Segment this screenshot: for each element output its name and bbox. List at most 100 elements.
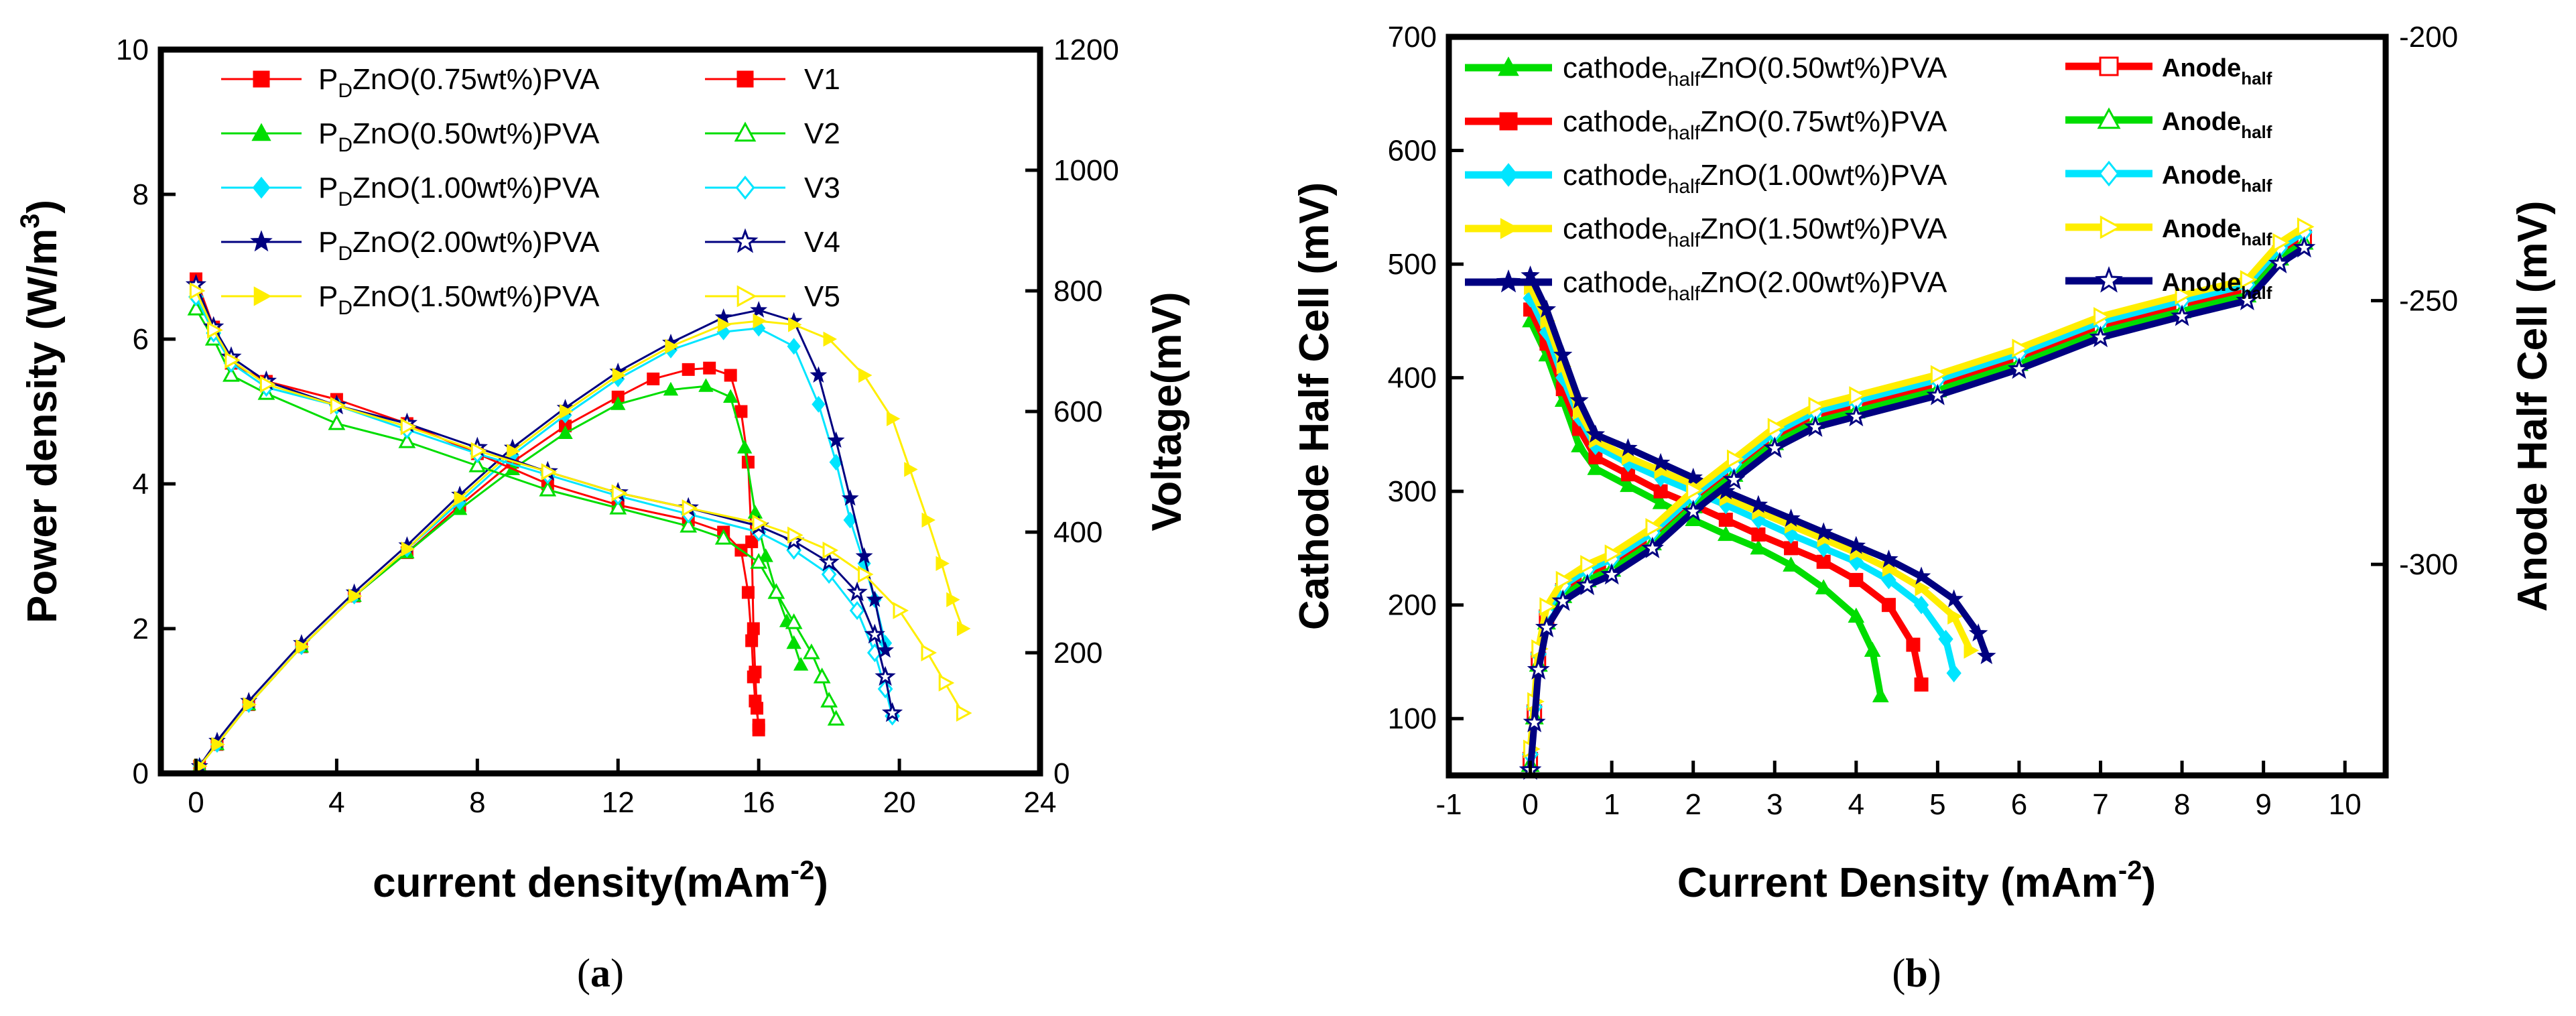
panel-b-ticks: -1 0 1 2 3 4 5 6 7 8 9 10 100 200 300 400 500 600 700 -300 -… [1388, 21, 2459, 821]
data-point-c050-13 [1864, 641, 1881, 657]
legend-symbol-v4 [705, 228, 785, 253]
legend-marker-p075 [253, 70, 270, 88]
data-point-a200-5 [1575, 573, 1599, 596]
legend-marker-v5 [736, 285, 757, 308]
data-point-v2-4 [328, 414, 346, 430]
legend-label-sub: half [1668, 229, 1701, 251]
data-point-v5-13 [858, 566, 874, 583]
data-point-a150-17 [2240, 270, 2258, 290]
y2-tick-label: 600 [1053, 395, 1102, 428]
x-tick-label: 5 [1929, 788, 1945, 821]
data-point-v1-16 [752, 718, 765, 732]
legend-symbol-v1 [705, 70, 785, 88]
legend-entry-c075: cathodehalfZnO(0.75wt%)PVA [1465, 105, 1947, 144]
legend-marker-c050 [1498, 56, 1519, 76]
legend-entry-p150: PDZnO(1.50wt%)PVA [221, 280, 600, 319]
data-point-a200-2 [1527, 657, 1550, 680]
legend-symbol-p075 [221, 70, 302, 88]
panel-a-right-y-axis-label: Voltage(mV) [1144, 292, 1190, 531]
legend-marker-p150 [253, 286, 272, 306]
data-point-v2-0 [187, 300, 205, 316]
data-point-c075-12 [1849, 572, 1864, 587]
data-point-p150-1 [211, 737, 225, 752]
svg-text:Anodehalf: Anodehalf [2162, 54, 2272, 88]
data-point-a150-3 [1539, 597, 1557, 617]
data-point-a150-10 [1767, 418, 1785, 437]
svg-text:cathodehalfZnO(0.50wt%)PVA: cathodehalfZnO(0.50wt%)PVA [1563, 52, 1947, 90]
data-point-p150-18 [921, 512, 936, 528]
data-point-p050-15 [758, 548, 773, 562]
legend-symbol-p100 [221, 176, 302, 199]
panel-a-series-layer [185, 272, 972, 775]
data-point-p200-19 [877, 641, 894, 658]
data-point-a150-12 [1849, 386, 1866, 405]
legend-entry-v5: V5 [705, 280, 840, 313]
series-v5 [189, 282, 972, 722]
legend-symbol-a075 [2065, 56, 2152, 76]
data-point-v5-11 [787, 526, 803, 544]
data-point-p075-17 [747, 622, 760, 635]
data-point-a200-16 [2171, 304, 2193, 326]
data-point-c050-3 [1571, 437, 1588, 452]
legend-symbol-c150 [1465, 218, 1552, 239]
x-tick-label: 8 [2174, 788, 2190, 821]
data-point-c200-5 [1618, 438, 1638, 456]
svg-text:cathodehalfZnO(1.50wt%)PVA: cathodehalfZnO(1.50wt%)PVA [1563, 212, 1947, 251]
data-point-c200-1 [1537, 299, 1557, 318]
y-tick-label: 2 [133, 613, 149, 645]
y2-tick-label: -250 [2399, 285, 2458, 318]
legend-label-v4: V4 [804, 226, 840, 259]
legend-label-pre: P [318, 280, 338, 313]
data-point-p150-21 [956, 621, 971, 637]
data-point-p150-6 [454, 491, 468, 506]
data-point-v2-8 [609, 499, 627, 515]
data-point-v1-15 [749, 694, 762, 708]
svg-text:PDZnO(1.50wt%)PVA: PDZnO(1.50wt%)PVA [318, 280, 600, 319]
data-point-a150-8 [1686, 481, 1703, 500]
svg-text:Anodehalf: Anodehalf [2162, 269, 2272, 303]
legend-label-v3: V3 [804, 172, 840, 204]
legend-symbol-a100 [2065, 160, 2152, 187]
legend-label-post: ZnO(2.00wt%)PVA [1700, 266, 1947, 299]
x-tick-label: 4 [328, 786, 344, 819]
y2-tick-label: 400 [1053, 516, 1102, 549]
legend-entry-a050: Anodehalf [2065, 107, 2272, 142]
legend-label-pre: P [318, 117, 338, 150]
legend-label-sub: half [1668, 176, 1701, 198]
data-point-v4-16 [881, 702, 903, 722]
data-point-v2-16 [820, 692, 838, 708]
legend-label-pre: P [318, 63, 338, 96]
legend-label-v2: V2 [804, 117, 840, 150]
svg-text:cathodehalfZnO(0.75wt%)PVA: cathodehalfZnO(0.75wt%)PVA [1563, 105, 1947, 144]
data-point-c050-5 [1620, 477, 1636, 493]
y-tick-label: 300 [1388, 475, 1437, 508]
legend-marker-v3 [735, 176, 755, 200]
legend-entry-c200: cathodehalfZnO(2.00wt%)PVA [1465, 266, 1947, 305]
data-point-p200-17 [855, 547, 873, 564]
legend-label-sub: half [1668, 283, 1701, 305]
legend-entry-p050: PDZnO(0.50wt%)PVA [221, 117, 600, 156]
data-point-a200-18 [2268, 251, 2291, 273]
svg-text:PDZnO(2.00wt%)PVA: PDZnO(2.00wt%)PVA [318, 226, 600, 265]
data-point-c050-10 [1783, 556, 1799, 572]
data-point-c150-14 [1915, 579, 1931, 596]
data-point-p050-12 [722, 389, 738, 403]
data-point-a200-12 [1844, 404, 1868, 427]
data-point-p075-16 [745, 535, 759, 548]
legend-symbol-v3 [705, 176, 785, 200]
panel-b-x-axis-label: Current Density (mAm-2) [1677, 856, 2156, 906]
data-point-a200-13 [1926, 383, 1949, 405]
legend-marker-a050 [2097, 107, 2121, 129]
legend-label-pre: cathode [1563, 105, 1668, 138]
data-point-v2-15 [813, 668, 831, 684]
data-point-p150-15 [858, 367, 873, 383]
data-point-v2-10 [714, 529, 732, 545]
data-point-p050-10 [663, 381, 679, 396]
y-tick-label: 4 [133, 468, 149, 501]
data-point-v5-12 [822, 542, 839, 559]
data-point-a150-7 [1645, 518, 1663, 537]
y-tick-label: 100 [1388, 702, 1437, 735]
legend-entry-p100: PDZnO(1.00wt%)PVA [221, 172, 600, 210]
y2-tick-label: 800 [1053, 275, 1102, 308]
data-point-a150-4 [1555, 570, 1573, 590]
